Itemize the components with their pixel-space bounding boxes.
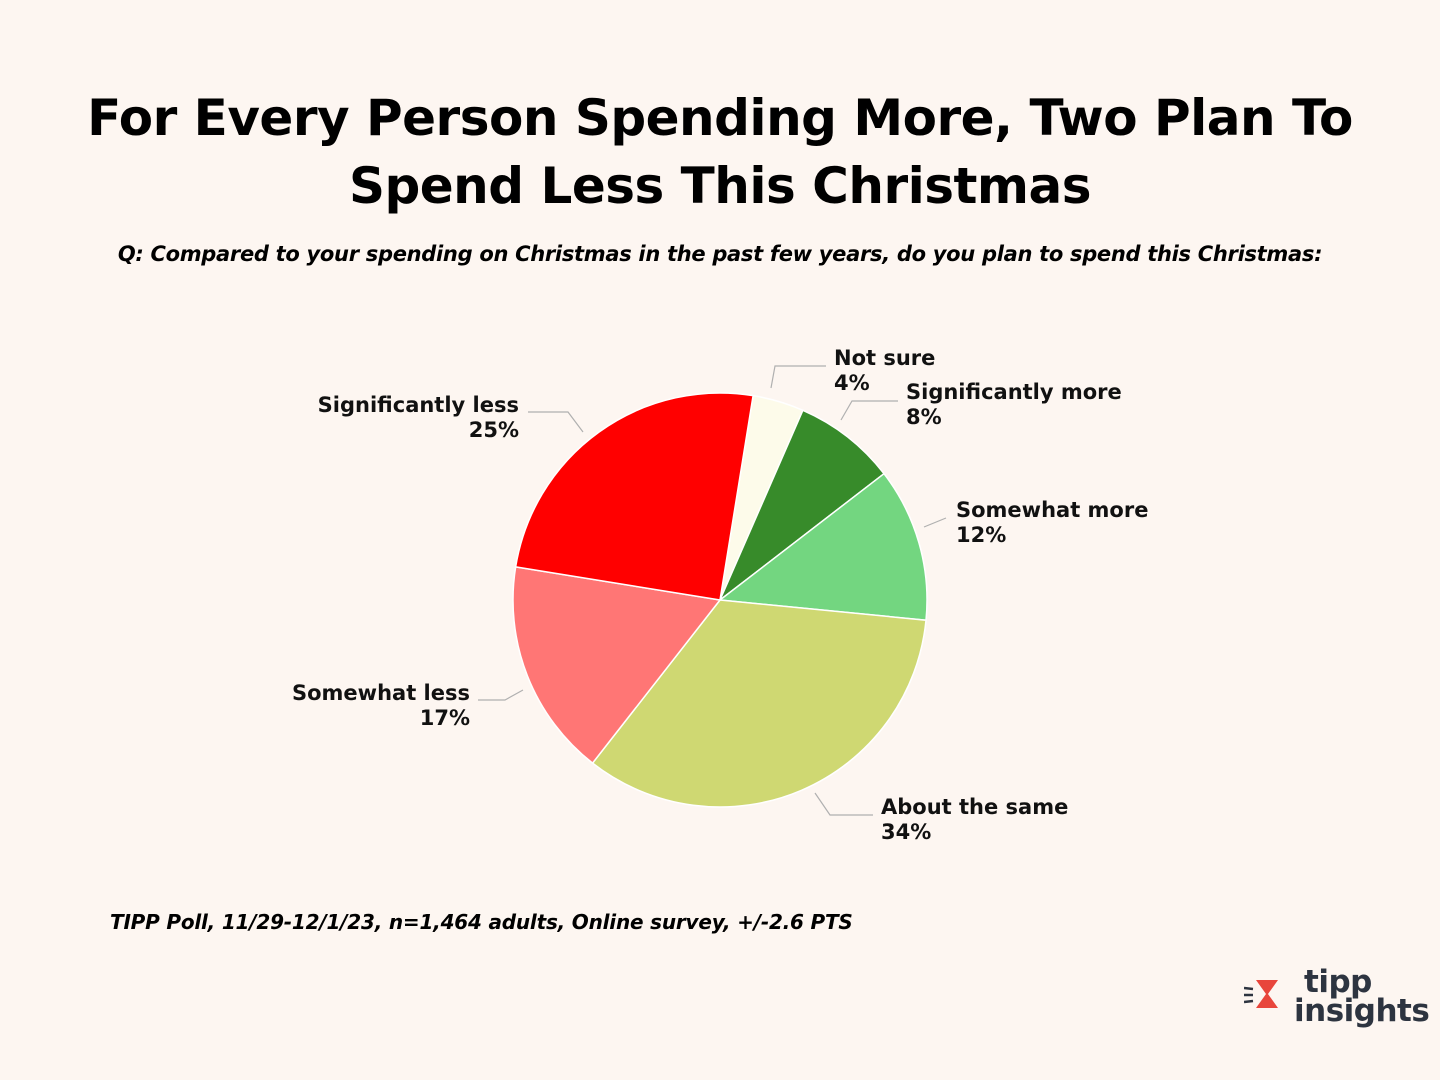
survey-question: Q: Compared to your spending on Christma…: [117, 242, 1323, 266]
slice-label-significantly-less: Significantly less: [318, 393, 519, 417]
pie-slice-about-the-same: [591, 599, 927, 808]
source-note: TIPP Poll, 11/29-12/1/23, n=1,464 adults…: [110, 910, 853, 934]
leader-line-about-the-same: [814, 792, 873, 816]
chart-title-line-1: For Every Person Spending More, Two Plan…: [87, 89, 1353, 147]
slice-value-somewhat-more: 12%: [956, 523, 1006, 547]
leader-line-significantly-more: [840, 400, 898, 421]
slice-value-significantly-more: 8%: [906, 405, 942, 429]
leader-line-significantly-less: [528, 411, 584, 433]
slice-label-somewhat-more: Somewhat more: [956, 498, 1148, 522]
slice-label-significantly-more: Significantly more: [906, 380, 1122, 404]
slice-label-somewhat-less: Somewhat less: [292, 681, 470, 705]
leader-line-not-sure: [770, 365, 826, 389]
leader-line-somewhat-less: [478, 689, 524, 701]
logo-text-line-2: insights: [1294, 993, 1430, 1029]
slice-value-not-sure: 4%: [834, 371, 870, 395]
logo-mark-icon: [1244, 980, 1278, 1008]
pie-slice-somewhat-less: [512, 566, 722, 765]
slice-value-significantly-less: 25%: [469, 418, 519, 442]
slice-label-not-sure: Not sure: [834, 346, 935, 370]
slice-label-about-the-same: About the same: [881, 795, 1068, 819]
pie-slice-significantly-less: [514, 392, 754, 601]
slice-value-somewhat-less: 17%: [420, 706, 470, 730]
chart-title: For Every Person Spending More, Two Plan…: [0, 84, 1440, 220]
pie-slice-somewhat-more: [718, 472, 928, 622]
logo-text-line-1: tipp: [1304, 964, 1372, 1000]
leader-line-somewhat-more: [923, 517, 947, 528]
pie-slice-significantly-more: [719, 409, 886, 601]
slice-value-about-the-same: 34%: [881, 820, 931, 844]
tipp-insights-logo: tipp insights: [1244, 967, 1430, 1038]
logo-text: tipp insights: [1294, 964, 1430, 1029]
chart-title-line-2: Spend Less This Christmas: [348, 157, 1092, 215]
